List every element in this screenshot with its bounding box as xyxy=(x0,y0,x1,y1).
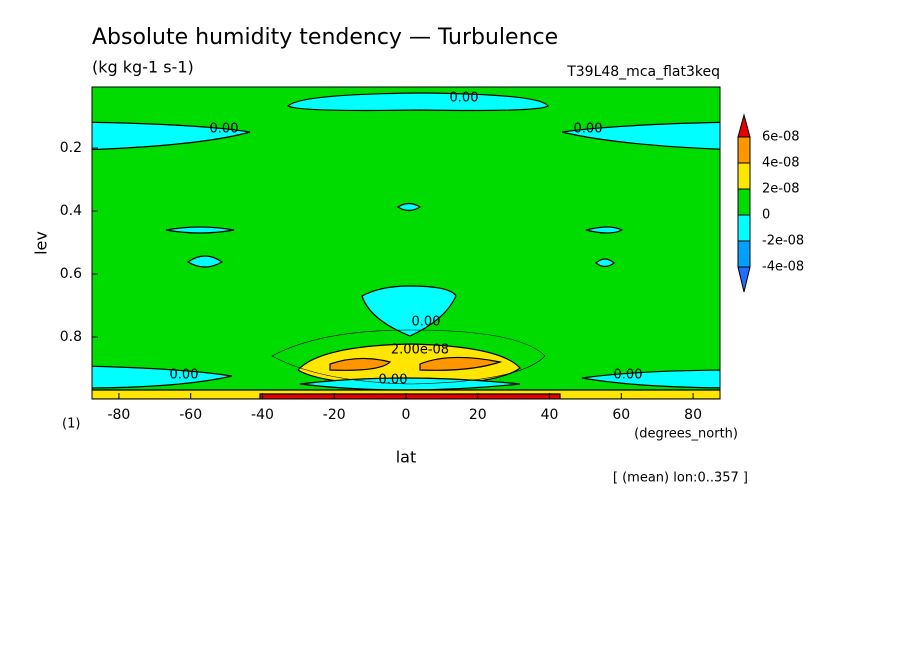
y-tick-label: 0.6 xyxy=(60,266,82,282)
x-tick-label: 20 xyxy=(469,407,487,423)
contour-label: 0.00 xyxy=(170,368,199,383)
colorbar-bin xyxy=(737,214,751,242)
y-axis-label: lev xyxy=(32,231,51,255)
x-axis-label: lat xyxy=(396,448,417,467)
colorbar-label: -2e-08 xyxy=(762,234,804,249)
x-tick-label: -40 xyxy=(251,407,274,423)
contour-label: 0.00 xyxy=(614,368,643,383)
colorbar-bin xyxy=(737,136,751,164)
chart-title: Absolute humidity tendency — Turbulence xyxy=(92,25,558,50)
x-tick-label: 40 xyxy=(541,407,559,423)
contour-label: 0.00 xyxy=(450,91,479,106)
colorbar-bin xyxy=(737,188,751,216)
contour-region xyxy=(259,393,561,399)
contour-region xyxy=(581,369,720,389)
x-tick-label: 80 xyxy=(684,407,702,423)
x-tick-label: -60 xyxy=(179,407,202,423)
contour-region xyxy=(585,226,624,234)
contour-label: 0.00 xyxy=(379,373,408,388)
colorbar-label: 4e-08 xyxy=(762,156,800,171)
contour-region xyxy=(165,226,235,234)
y-tick-label: 0.2 xyxy=(60,140,82,156)
colorbar-bin xyxy=(737,162,751,190)
contour-label: 2.00e-08 xyxy=(391,343,449,358)
x-tick-label: 60 xyxy=(612,407,630,423)
colorbar-label: 0 xyxy=(762,208,770,223)
colorbar-label: 6e-08 xyxy=(762,130,800,145)
x-axis-units: (degrees_north) xyxy=(634,427,738,442)
colorbar-bin xyxy=(737,240,751,268)
plot-area xyxy=(92,87,720,399)
contour-region xyxy=(92,121,251,151)
x-tick-label: -80 xyxy=(107,407,130,423)
contour-region xyxy=(419,356,503,371)
contour-region xyxy=(286,92,549,112)
contour-label: 0.00 xyxy=(210,122,239,137)
x-tick-label: 0 xyxy=(402,407,411,423)
contour-region xyxy=(92,365,233,389)
contour-region xyxy=(186,255,224,268)
contour-region xyxy=(361,285,457,337)
y-axis-units: (1) xyxy=(62,417,80,432)
x-tick-label: -20 xyxy=(323,407,346,423)
contour-region xyxy=(329,357,392,371)
y-tick-label: 0.4 xyxy=(60,203,82,219)
contour-label: 0.00 xyxy=(574,122,603,137)
contour-label: 0.00 xyxy=(412,315,441,330)
run-label: T39L48_mca_flat3keq xyxy=(566,64,720,80)
contour-region xyxy=(396,202,422,212)
note: [ (mean) lon:0..357 ] xyxy=(613,471,748,486)
colorbar-label: 2e-08 xyxy=(762,182,800,197)
contour-region xyxy=(595,258,615,268)
chart-subtitle: (kg kg-1 s-1) xyxy=(92,58,194,77)
y-tick-label: 0.8 xyxy=(60,329,82,345)
contour-region xyxy=(561,121,720,150)
colorbar-label: -4e-08 xyxy=(762,260,804,275)
colorbar-bin xyxy=(737,113,751,138)
contour-line xyxy=(271,329,546,385)
